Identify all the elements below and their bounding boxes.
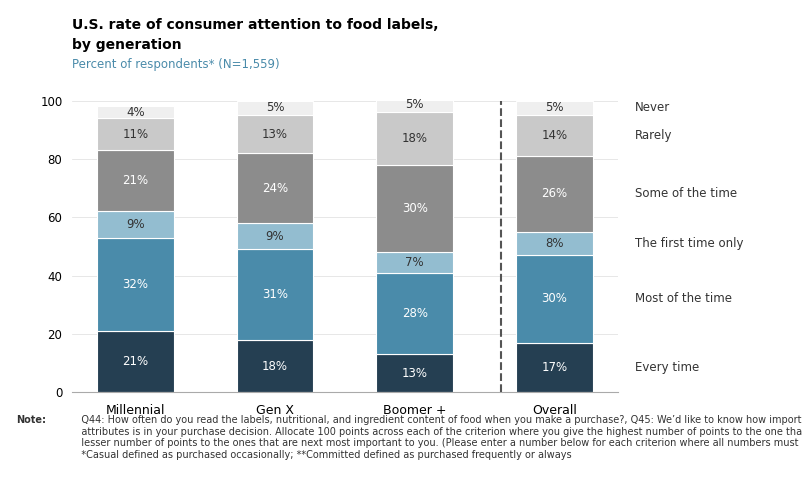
Text: 26%: 26%	[541, 188, 567, 201]
Bar	[237, 223, 314, 249]
Text: 9%: 9%	[126, 218, 144, 231]
Text: Percent of respondents* (N=1,559): Percent of respondents* (N=1,559)	[72, 58, 280, 71]
Text: 9%: 9%	[265, 230, 285, 243]
Bar	[97, 331, 174, 392]
Bar	[376, 355, 453, 392]
Bar	[376, 165, 453, 253]
Bar	[516, 156, 593, 232]
Text: 31%: 31%	[262, 288, 288, 301]
Bar	[516, 101, 593, 115]
Bar	[237, 101, 314, 115]
Text: by generation: by generation	[72, 38, 182, 52]
Bar	[97, 107, 174, 118]
Text: 28%: 28%	[402, 307, 427, 320]
Text: 18%: 18%	[262, 360, 288, 373]
Text: 21%: 21%	[123, 355, 148, 368]
Bar	[237, 153, 314, 223]
Text: 5%: 5%	[545, 102, 564, 114]
Text: Note:: Note:	[16, 415, 46, 425]
Bar	[376, 273, 453, 355]
Text: 5%: 5%	[406, 99, 424, 112]
Text: 8%: 8%	[545, 237, 564, 250]
Bar	[516, 232, 593, 255]
Bar	[97, 118, 174, 150]
Bar	[516, 343, 593, 392]
Text: 14%: 14%	[541, 129, 567, 142]
Text: Some of the time: Some of the time	[635, 188, 738, 201]
Text: The first time only: The first time only	[635, 237, 743, 250]
Bar	[376, 98, 453, 112]
Text: 21%: 21%	[123, 175, 148, 187]
Bar	[376, 112, 453, 165]
Bar	[237, 249, 314, 340]
Text: 11%: 11%	[123, 128, 148, 141]
Bar	[516, 115, 593, 156]
Text: Most of the time: Most of the time	[635, 292, 732, 305]
Text: 30%: 30%	[402, 202, 427, 215]
Text: 13%: 13%	[402, 367, 427, 380]
Text: Q44: How often do you read the labels, nutritional, and ingredient content of fo: Q44: How often do you read the labels, n…	[72, 415, 802, 460]
Bar	[97, 238, 174, 331]
Text: 30%: 30%	[541, 292, 567, 305]
Text: 4%: 4%	[126, 106, 144, 119]
Text: Rarely: Rarely	[635, 129, 673, 142]
Text: 5%: 5%	[265, 102, 284, 114]
Text: 24%: 24%	[262, 182, 288, 195]
Bar	[97, 150, 174, 211]
Text: 17%: 17%	[541, 361, 567, 374]
Text: 32%: 32%	[123, 278, 148, 291]
Text: 7%: 7%	[405, 256, 424, 269]
Bar	[97, 211, 174, 238]
Text: U.S. rate of consumer attention to food labels,: U.S. rate of consumer attention to food …	[72, 18, 439, 32]
Text: Every time: Every time	[635, 361, 699, 374]
Bar	[376, 253, 453, 273]
Text: 18%: 18%	[402, 132, 427, 145]
Bar	[237, 340, 314, 392]
Text: Never: Never	[635, 102, 670, 114]
Bar	[237, 115, 314, 153]
Bar	[516, 255, 593, 343]
Text: 13%: 13%	[262, 128, 288, 141]
